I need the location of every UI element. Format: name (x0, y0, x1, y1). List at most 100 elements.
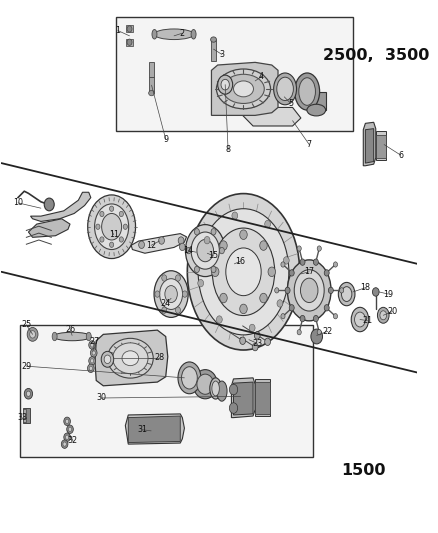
Circle shape (268, 267, 276, 277)
Ellipse shape (295, 73, 320, 110)
Bar (24, 409, 26, 422)
Bar (116, 17, 353, 131)
Circle shape (127, 39, 132, 45)
Polygon shape (255, 382, 270, 414)
Ellipse shape (212, 381, 219, 396)
Text: 23: 23 (252, 339, 262, 348)
Circle shape (372, 288, 379, 296)
Circle shape (324, 305, 329, 311)
Text: 27: 27 (90, 337, 100, 346)
Circle shape (61, 440, 68, 448)
Circle shape (119, 212, 124, 216)
Ellipse shape (88, 195, 135, 259)
Ellipse shape (154, 271, 188, 317)
Text: 3: 3 (219, 50, 224, 59)
Circle shape (198, 279, 204, 287)
Text: 29: 29 (21, 362, 32, 370)
Ellipse shape (187, 193, 300, 350)
Circle shape (194, 229, 199, 235)
Polygon shape (231, 378, 255, 418)
Ellipse shape (160, 279, 183, 310)
Circle shape (311, 329, 322, 344)
Circle shape (27, 327, 38, 341)
Circle shape (64, 417, 71, 425)
Circle shape (221, 79, 230, 90)
Circle shape (68, 427, 72, 431)
Text: 1500: 1500 (341, 463, 385, 478)
Bar (307, 92, 326, 110)
Text: 26: 26 (65, 325, 75, 334)
Circle shape (220, 293, 227, 303)
Circle shape (194, 266, 199, 272)
Circle shape (333, 313, 338, 319)
Circle shape (289, 270, 294, 276)
Circle shape (339, 288, 344, 293)
Circle shape (283, 257, 289, 264)
Circle shape (314, 316, 318, 322)
Circle shape (63, 442, 66, 446)
Text: 28: 28 (155, 353, 165, 362)
Circle shape (89, 357, 95, 365)
Polygon shape (128, 416, 180, 442)
Circle shape (89, 366, 92, 370)
Circle shape (249, 324, 255, 332)
Circle shape (260, 241, 267, 251)
Ellipse shape (277, 77, 293, 101)
Circle shape (275, 288, 279, 293)
Ellipse shape (86, 332, 91, 341)
Polygon shape (126, 25, 133, 32)
Circle shape (281, 313, 285, 319)
Circle shape (30, 330, 35, 338)
Text: 7: 7 (307, 140, 312, 149)
Text: 2: 2 (180, 29, 185, 38)
Text: 21: 21 (362, 316, 372, 325)
Circle shape (67, 425, 73, 433)
Ellipse shape (191, 232, 219, 269)
Polygon shape (126, 38, 133, 46)
Polygon shape (376, 135, 386, 158)
Ellipse shape (193, 369, 217, 399)
Ellipse shape (122, 351, 139, 366)
Circle shape (252, 343, 258, 351)
Polygon shape (125, 414, 184, 444)
Circle shape (211, 266, 216, 272)
Circle shape (328, 287, 333, 294)
Text: 18: 18 (360, 283, 371, 292)
Text: 22: 22 (323, 327, 333, 336)
Bar (149, 77, 154, 93)
Polygon shape (28, 219, 70, 237)
Text: 24: 24 (161, 299, 171, 308)
Circle shape (24, 389, 32, 399)
Circle shape (265, 220, 271, 228)
Text: 32: 32 (68, 436, 78, 445)
Circle shape (64, 433, 71, 441)
Text: 6: 6 (398, 151, 403, 160)
Circle shape (300, 259, 305, 265)
Polygon shape (365, 128, 374, 163)
Ellipse shape (216, 69, 271, 109)
Text: 20: 20 (387, 307, 397, 316)
Ellipse shape (211, 37, 216, 42)
Ellipse shape (95, 204, 129, 249)
Circle shape (317, 246, 321, 251)
Ellipse shape (223, 74, 264, 103)
Circle shape (123, 224, 127, 229)
Ellipse shape (181, 367, 197, 389)
Circle shape (277, 300, 283, 307)
Circle shape (232, 212, 238, 220)
Text: 5: 5 (288, 99, 293, 108)
Circle shape (26, 391, 31, 397)
Circle shape (230, 403, 238, 414)
Polygon shape (255, 379, 270, 416)
Polygon shape (95, 330, 168, 386)
Circle shape (324, 270, 329, 276)
Ellipse shape (378, 308, 389, 323)
Ellipse shape (307, 104, 325, 116)
Circle shape (89, 341, 95, 349)
Circle shape (100, 212, 104, 216)
Ellipse shape (299, 78, 315, 106)
Bar (211, 40, 216, 61)
Ellipse shape (212, 228, 275, 316)
Ellipse shape (113, 343, 148, 374)
Ellipse shape (233, 81, 254, 97)
